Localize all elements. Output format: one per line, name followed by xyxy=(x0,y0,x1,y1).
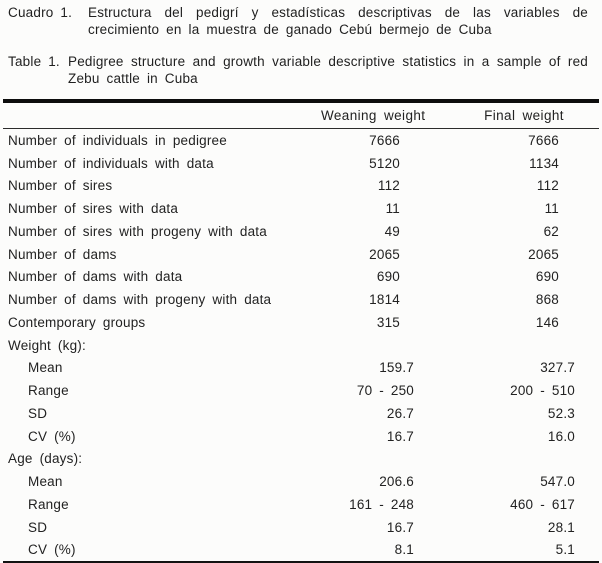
table-body: Number of individuals in pedigree 7666 7… xyxy=(3,129,599,563)
caption-english: Table 1. Pedigree structure and growth v… xyxy=(8,54,594,87)
row-label: Contemporary groups xyxy=(8,314,146,330)
row-value-final: 868 xyxy=(535,292,559,308)
row-label: CV (%) xyxy=(28,542,76,558)
header-empty-cell xyxy=(3,103,313,129)
row-value-weaning: 26.7 xyxy=(386,405,414,421)
table-header-row: Weaning weight Final weight xyxy=(3,103,602,129)
table-row: Contemporary groups 315 146 xyxy=(3,311,599,334)
row-label: Number of individuals in pedigree xyxy=(8,132,227,148)
row-label: Number of sires xyxy=(8,178,113,194)
row-label: Number of sires with data xyxy=(8,201,179,217)
caption-spanish-label: Cuadro 1. xyxy=(8,5,73,20)
row-value-final: 5.1 xyxy=(555,542,575,558)
row-label: Range xyxy=(28,383,69,399)
row-label: Number of sires with progeny with data xyxy=(8,223,267,239)
row-label: SD xyxy=(28,519,48,535)
row-value-weaning: 161 - 248 xyxy=(349,496,414,512)
row-value-weaning: 8.1 xyxy=(394,542,414,558)
row-label: Number of individuals with data xyxy=(8,155,214,171)
row-label: Number of dams with data xyxy=(8,269,183,285)
row-value-final: 7666 xyxy=(528,132,559,148)
row-value-final: 52.3 xyxy=(547,405,575,421)
row-label: Mean xyxy=(28,474,63,490)
caption-english-label: Table 1. xyxy=(8,54,60,69)
table-row: CV (%) 16.7 16.0 xyxy=(3,425,599,448)
section-label: Age (days): xyxy=(8,451,83,467)
row-value-final: 460 - 617 xyxy=(510,496,575,512)
table-row: SD 26.7 52.3 xyxy=(3,402,599,425)
section-label: Weight (kg): xyxy=(8,337,86,353)
row-value-final: 327.7 xyxy=(540,360,575,376)
row-value-weaning: 159.7 xyxy=(379,360,414,376)
table-row: Number of individuals in pedigree 7666 7… xyxy=(3,129,599,152)
row-value-final: 547.0 xyxy=(540,474,575,490)
table-row: CV (%) 8.1 5.1 xyxy=(3,539,599,563)
row-value-weaning: 690 xyxy=(376,269,400,285)
row-label: Range xyxy=(28,496,69,512)
row-value-final: 62 xyxy=(543,223,559,239)
table-row: Range 70 - 250 200 - 510 xyxy=(3,379,599,402)
caption-spanish-text: Estructura del pedigrí y estadísticas de… xyxy=(88,5,588,37)
row-value-final: 16.0 xyxy=(547,428,575,444)
table-row: Number of dams 2065 2065 xyxy=(3,243,599,266)
table-row: Number of sires 112 112 xyxy=(3,175,599,198)
row-value-weaning xyxy=(313,334,417,357)
table-row: Number of dams with progeny with data 18… xyxy=(3,288,599,311)
row-value-weaning: 5120 xyxy=(369,155,400,171)
row-label: Number of dams with progeny with data xyxy=(8,292,272,308)
row-value-weaning: 7666 xyxy=(369,132,400,148)
table-header: Weaning weight Final weight xyxy=(3,103,602,129)
table-row: Number of sires with progeny with data 4… xyxy=(3,220,599,243)
row-value-final: 112 xyxy=(536,178,559,194)
table-row: Range 161 - 248 460 - 617 xyxy=(3,493,599,516)
row-value-weaning: 16.7 xyxy=(386,519,414,535)
row-value-final: 11 xyxy=(544,201,559,217)
row-value-weaning: 70 - 250 xyxy=(356,383,414,399)
table-row: SD 16.7 28.1 xyxy=(3,516,599,539)
header-weaning-weight: Weaning weight xyxy=(320,103,425,129)
caption-spanish: Cuadro 1. Estructura del pedigrí y estad… xyxy=(8,5,594,38)
row-value-final: 690 xyxy=(535,269,559,285)
table-row: Number of dams with data 690 690 xyxy=(3,266,599,289)
row-value-final: 146 xyxy=(535,314,559,330)
row-value-weaning: 1814 xyxy=(369,292,400,308)
row-value-weaning: 2065 xyxy=(369,246,400,262)
row-label: Mean xyxy=(28,360,63,376)
row-value-weaning: 315 xyxy=(376,314,400,330)
caption-english-text: Pedigree structure and growth variable d… xyxy=(68,54,588,86)
row-value-final xyxy=(417,448,599,471)
row-value-weaning: 16.7 xyxy=(386,428,414,444)
row-value-final: 28.1 xyxy=(547,519,575,535)
row-value-final: 200 - 510 xyxy=(510,383,575,399)
row-value-final: 2065 xyxy=(528,246,559,262)
data-table-wrapper: Weaning weight Final weight Number of in… xyxy=(3,99,602,563)
table-row: Number of individuals with data 5120 113… xyxy=(3,152,599,175)
row-value-weaning: 49 xyxy=(384,223,400,239)
row-label: SD xyxy=(28,405,48,421)
row-value-weaning: 11 xyxy=(385,201,400,217)
table-section-row: Age (days): xyxy=(3,448,599,471)
data-table: Weaning weight Final weight Number of in… xyxy=(3,103,602,563)
table-row: Mean 159.7 327.7 xyxy=(3,357,599,380)
row-value-final xyxy=(417,334,599,357)
table-row: Mean 206.6 547.0 xyxy=(3,470,599,493)
row-value-weaning: 206.6 xyxy=(379,474,414,490)
table-section-row: Weight (kg): xyxy=(3,334,599,357)
row-value-final: 1134 xyxy=(529,155,559,171)
row-value-weaning: 112 xyxy=(377,178,400,194)
header-final-weight: Final weight xyxy=(433,103,602,129)
row-label: Number of dams xyxy=(8,246,117,262)
row-value-weaning xyxy=(313,448,417,471)
table-row: Number of sires with data 11 11 xyxy=(3,197,599,220)
row-label: CV (%) xyxy=(28,428,76,444)
